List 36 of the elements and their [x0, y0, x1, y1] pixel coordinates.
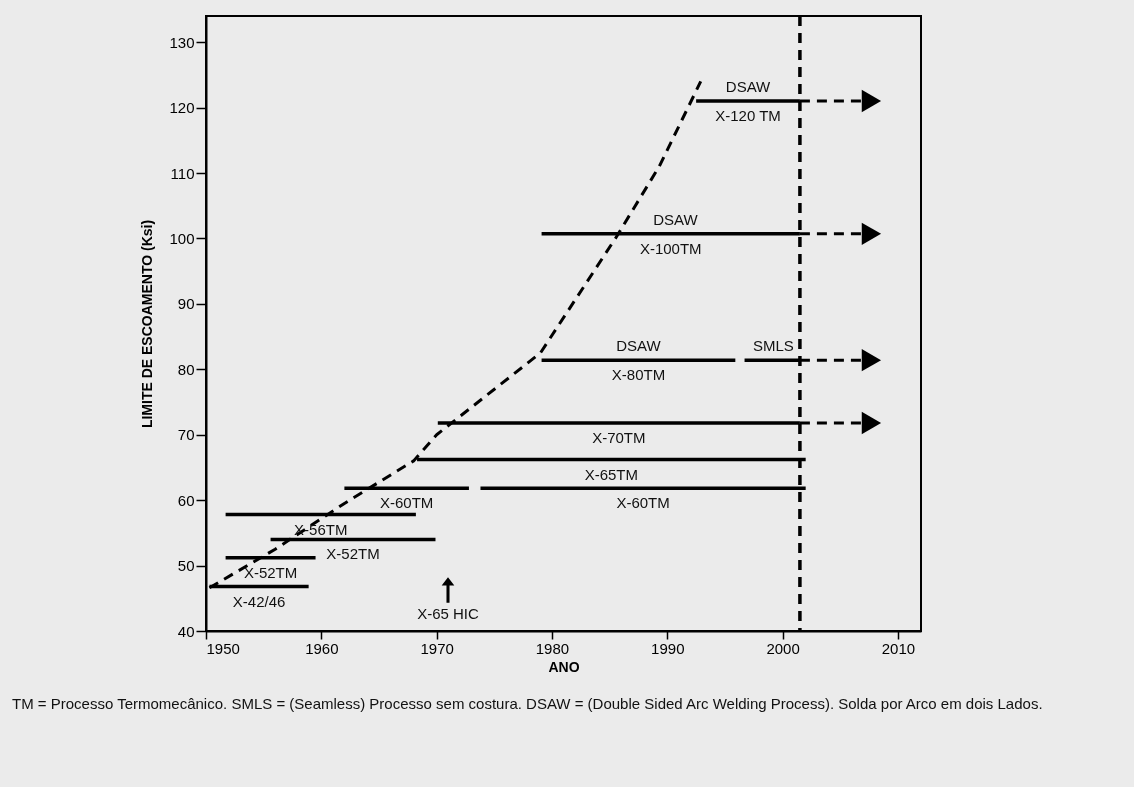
- series-label: X-80TM: [611, 366, 666, 384]
- annotation: X-65 HIC: [417, 605, 480, 622]
- x-tick-label: 1960: [305, 639, 339, 657]
- text: TM = Processo Termomecânico. SMLS = (Seamless) Processo sem costura. DSAW = (Double Sided Arc Welding Process). Solda por Arco em dois Lados.: [12, 694, 1044, 713]
- series-label: X-65TM: [584, 465, 639, 483]
- y-tick-label: 60: [177, 491, 195, 509]
- series-label: X-42/46: [232, 592, 286, 610]
- series-label: X-52TM: [243, 563, 298, 581]
- series-label: X-70TM: [592, 428, 646, 446]
- y-tick-label: 110: [170, 164, 195, 182]
- annotation: DSAW: [653, 210, 699, 228]
- series-label: X-120 TM: [715, 107, 781, 125]
- y-tick-label: 70: [177, 426, 195, 444]
- y-tick-label: 130: [169, 33, 195, 51]
- series-label: X-60TM: [616, 494, 670, 512]
- x-tick-label: 1970: [420, 639, 454, 657]
- y-tick-label: 50: [177, 557, 195, 575]
- y-tick-label: 40: [177, 622, 195, 640]
- x-tick-label: 1980: [535, 639, 570, 657]
- x-tick-label: 1950: [206, 639, 240, 657]
- x-tick-label: 2010: [881, 639, 916, 657]
- y-tick-label: 80: [177, 360, 195, 378]
- series-label: X-56TM: [294, 520, 348, 538]
- series-label: X-52TM: [326, 545, 380, 563]
- annotation: DSAW: [725, 78, 772, 96]
- y-tick-label: 100: [169, 229, 195, 247]
- annotation: DSAW: [616, 337, 662, 355]
- annotation: SMLS: [752, 337, 794, 355]
- y-tick-label: 120: [169, 99, 195, 117]
- x-axis-title: ANO: [548, 658, 580, 675]
- x-tick-label: 1990: [651, 639, 685, 657]
- y-axis-title: LIMITE DE ESCOAMENTO (Ksi): [139, 219, 156, 429]
- x-tick-label: 2000: [766, 639, 800, 657]
- y-tick-label: 90: [177, 295, 195, 313]
- series-label: X-100TM: [639, 239, 702, 257]
- series-label: X-60TM: [379, 494, 434, 512]
